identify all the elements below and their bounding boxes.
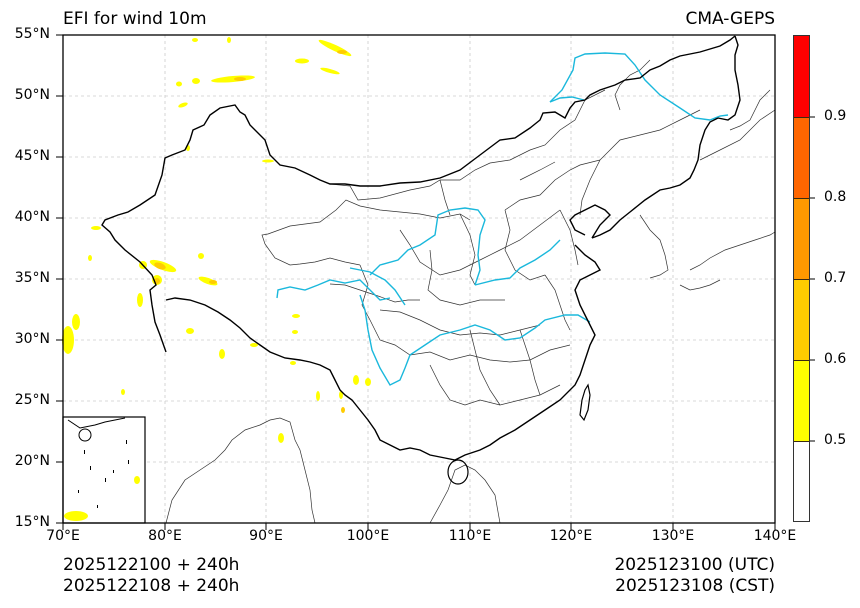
efi-shading <box>62 37 371 510</box>
x-tick-label: 110°E <box>448 528 492 544</box>
model-name: CMA-GEPS <box>685 9 775 29</box>
y-tick-label: 20°N <box>14 453 50 469</box>
y-tick-label: 50°N <box>14 87 50 103</box>
x-tick-label: 100°E <box>346 528 390 544</box>
y-tick-label: 55°N <box>14 26 50 42</box>
y-tick-label: 30°N <box>14 331 50 347</box>
rivers <box>276 52 729 386</box>
init-time-utc: 2025122100 + 240h <box>63 555 240 575</box>
colorbar-tick-label: 0.9 <box>824 108 847 124</box>
y-tick-label: 45°N <box>14 148 50 164</box>
colorbar-segment-below-0.5 <box>794 441 809 521</box>
colorbar-segment-0.8-0.9 <box>794 117 809 198</box>
valid-time-cst: 2025123108 (CST) <box>615 576 775 596</box>
neighbor-coastlines <box>165 89 776 524</box>
colorbar-segment-0.9-1.0 <box>794 36 809 117</box>
valid-time-utc: 2025123100 (UTC) <box>614 555 775 575</box>
national-border <box>101 35 741 485</box>
colorbar <box>793 35 810 522</box>
x-tick-label: 70°E <box>46 528 80 544</box>
valid-time-block: 2025123100 (UTC) 2025123108 (CST) <box>614 555 775 597</box>
init-time-block: 2025122100 + 240h 2025122108 + 240h <box>63 555 239 597</box>
colorbar-tick-label: 0.6 <box>824 351 847 367</box>
x-tick-label: 130°E <box>651 528 695 544</box>
colorbar-tick-label: 0.7 <box>824 270 847 286</box>
x-tick-label: 80°E <box>148 528 182 544</box>
map-title: EFI for wind 10m <box>63 9 207 29</box>
y-tick-label: 15°N <box>14 514 50 530</box>
gridlines <box>63 35 775 523</box>
colorbar-tick-label: 0.5 <box>824 432 847 448</box>
init-time-cst: 2025122108 + 240h <box>63 576 240 596</box>
south-china-sea-inset <box>62 416 146 524</box>
tick-marks <box>56 34 815 530</box>
y-tick-label: 40°N <box>14 209 50 225</box>
colorbar-segment-0.6-0.7 <box>794 279 809 360</box>
x-tick-label: 140°E <box>753 528 797 544</box>
colorbar-segment-0.5-0.6 <box>794 360 809 441</box>
x-tick-label: 90°E <box>249 528 283 544</box>
colorbar-segment-0.7-0.8 <box>794 198 809 279</box>
y-tick-label: 35°N <box>14 270 50 286</box>
x-tick-label: 120°E <box>549 528 593 544</box>
y-tick-label: 25°N <box>14 392 50 408</box>
colorbar-tick-label: 0.8 <box>824 189 847 205</box>
